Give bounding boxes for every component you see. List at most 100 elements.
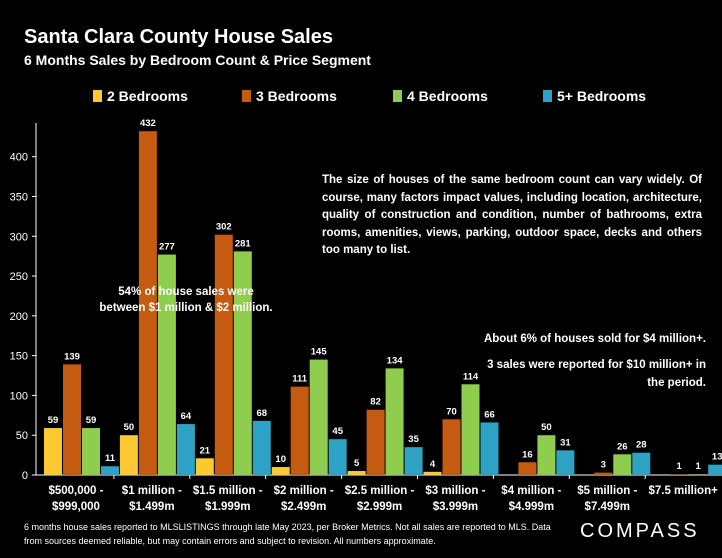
data-label-3br-7: 3 [601,460,606,471]
bar-5br-3 [328,439,347,475]
x-tick-label: $5 million -$7.499m [577,485,637,513]
bar-3br-7 [594,472,613,475]
y-tick-label: 250 [10,271,28,283]
data-label-3br-4: 82 [370,397,381,408]
data-label-5br-4: 35 [408,434,419,445]
x-tick-label: $7.5 million+ [648,485,718,497]
bar-4br-8 [689,474,708,475]
data-label-3br-3: 111 [292,374,308,385]
legend-swatch-4-bedrooms [393,90,402,102]
data-label-5br-6: 31 [560,437,571,448]
bar-4br-5 [461,384,480,475]
annotation-10-million: 3 sales were reported for $10 million+ i… [487,359,706,389]
bar-5br-6 [556,450,575,475]
legend-swatch-2-bedrooms [93,90,102,102]
bar-5br-1 [176,424,195,475]
data-label-4br-5: 114 [463,371,479,382]
data-label-5br-7: 28 [636,440,647,451]
data-label-2br-5: 4 [430,459,436,470]
bar-4br-6 [537,435,556,475]
legend-label-4-bedrooms: 4 Bedrooms [407,88,488,104]
data-label-5br-1: 64 [181,411,192,422]
bar-3br-3 [290,386,309,475]
annotation-house-size: The size of houses of the same bedroom c… [322,174,702,256]
bar-3br-4 [366,409,385,475]
bar-3br-8 [670,474,689,475]
annotation-54-percent: 54% of house sales were between $1 milli… [99,286,273,314]
x-tick-label: $1 million -$1.499m [122,485,182,513]
x-tick-label: $2 million -$2.499m [274,485,334,513]
data-label-4br-2: 281 [235,238,252,249]
data-label-2br-2: 21 [200,445,211,456]
y-tick-label: 100 [10,390,28,402]
legend-label-2-bedrooms: 2 Bedrooms [107,88,188,104]
data-label-3br-8: 1 [677,461,683,472]
bar-3br-0 [63,364,81,475]
chart-legend: 2 Bedrooms 3 Bedrooms 4 Bedrooms 5+ Bedr… [0,88,722,108]
footer-disclaimer: 6 months house sales reported to MLSLIST… [24,522,551,546]
bar-3br-6 [518,462,537,475]
y-tick-label: 0 [22,470,28,482]
data-label-2br-0: 59 [48,415,59,426]
bar-3br-2 [214,234,233,475]
data-label-3br-1: 432 [140,118,156,129]
x-tick-label: $3 million -$3.999m [425,485,485,513]
bar-5br-8 [708,464,722,475]
annotation-6-percent: About 6% of houses sold for $4 million+. [483,333,706,345]
chart-title: Santa Clara County House Sales [24,26,333,48]
x-tick-label: $500,000 -$999,000 [48,485,103,513]
legend-label-3-bedrooms: 3 Bedrooms [256,88,337,104]
y-tick-label: 350 [10,191,28,203]
legend-item-4-bedrooms: 4 Bedrooms [393,88,488,104]
bar-4br-4 [385,368,404,475]
x-tick-label: $1.5 million -$1.999m [193,485,263,513]
data-label-5br-8: 13 [712,452,722,463]
data-label-5br-2: 68 [257,408,268,419]
x-tick-label: $2.5 million -$2.999m [345,485,415,513]
y-tick-label: 50 [16,430,28,442]
data-label-5br-0: 11 [105,453,116,464]
bar-4br-7 [613,454,632,475]
data-label-2br-4: 5 [354,458,360,469]
bar-5br-5 [480,422,499,475]
data-label-3br-0: 139 [64,351,80,362]
bar-2br-4 [347,471,366,475]
data-label-4br-4: 134 [387,355,404,366]
compass-logo: COMPASS [580,520,700,542]
bar-5br-4 [404,447,423,475]
legend-item-3-bedrooms: 3 Bedrooms [242,88,337,104]
legend-label-5plus-bedrooms: 5+ Bedrooms [557,88,647,104]
data-label-4br-6: 50 [541,422,552,433]
legend-swatch-3-bedrooms [242,90,251,102]
legend-item-2-bedrooms: 2 Bedrooms [93,88,188,104]
legend-swatch-5plus-bedrooms [543,90,552,102]
data-label-4br-3: 145 [311,347,328,358]
bar-2br-3 [271,467,290,475]
y-tick-label: 150 [10,351,28,363]
y-tick-label: 300 [10,231,28,243]
bar-4br-0 [82,428,100,475]
data-label-5br-3: 45 [332,426,343,437]
data-label-5br-5: 66 [484,409,495,420]
bar-3br-1 [138,131,157,475]
bar-2br-5 [423,471,442,475]
data-label-3br-2: 302 [216,222,232,233]
bar-4br-2 [233,251,252,475]
data-label-4br-1: 277 [159,242,175,253]
bar-3br-5 [442,419,461,475]
data-label-4br-7: 26 [617,441,628,452]
bar-2br-2 [195,458,214,475]
data-label-2br-1: 50 [124,422,135,433]
data-label-3br-5: 70 [446,406,457,417]
y-tick-label: 200 [10,311,28,323]
chart-subtitle: 6 Months Sales by Bedroom Count & Price … [24,52,371,68]
bar-5br-2 [252,420,271,475]
data-label-4br-0: 59 [86,415,97,426]
data-label-2br-3: 10 [275,454,286,465]
bar-4br-1 [157,254,176,475]
bar-2br-0 [44,428,62,475]
data-label-4br-8: 1 [696,461,702,472]
data-label-3br-6: 16 [522,449,533,460]
bar-4br-3 [309,359,328,475]
